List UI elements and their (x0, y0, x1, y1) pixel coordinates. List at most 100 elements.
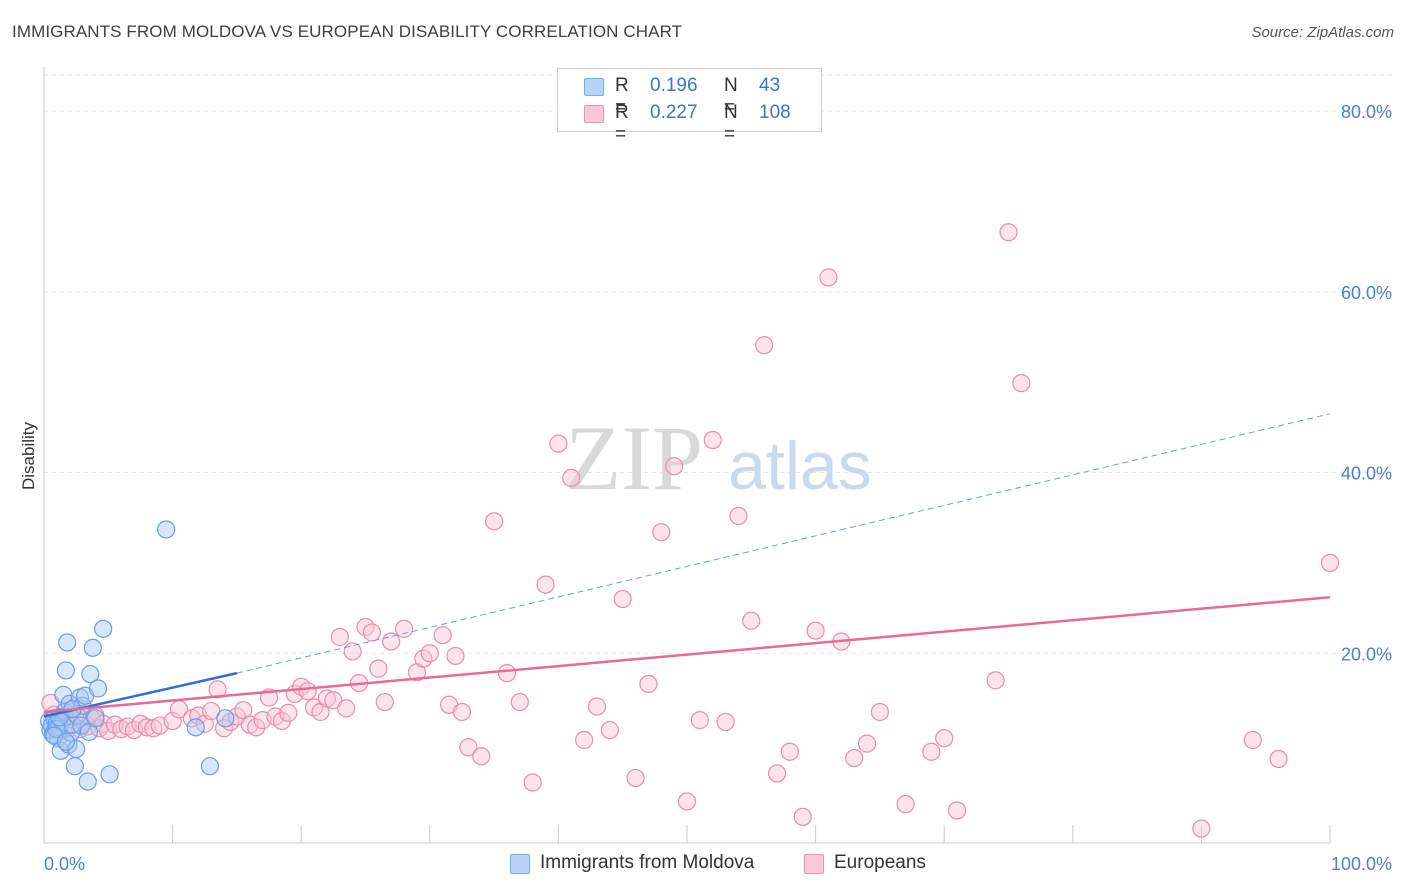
data-point (587, 697, 607, 716)
legend-r-value: 0.227 (650, 102, 698, 123)
data-point (433, 626, 452, 645)
data-point (247, 718, 266, 737)
data-point (806, 621, 825, 640)
data-point (56, 661, 75, 680)
data-point (88, 679, 108, 698)
data-point (626, 768, 645, 788)
data-point (986, 671, 1005, 690)
data-point (600, 720, 619, 740)
data-point (510, 692, 529, 712)
data-point (1243, 730, 1262, 750)
data-point (369, 659, 388, 678)
data-point (186, 718, 205, 737)
data-point (767, 764, 787, 783)
y-tick-label: 80.0% (1341, 102, 1392, 122)
data-point (1269, 749, 1288, 769)
legend-n-label: N = (724, 102, 738, 145)
y-tick-label: 60.0% (1341, 283, 1392, 303)
data-point (459, 738, 478, 757)
data-point (755, 336, 774, 355)
data-point (362, 623, 382, 642)
data-point (202, 701, 221, 721)
legend-r-label: R = (615, 75, 629, 118)
trend-lines (43, 413, 1331, 718)
legend-swatch-europeans (584, 105, 604, 123)
data-point (935, 729, 954, 748)
y-axis-label: Disability (19, 421, 38, 490)
watermark-zip: ZIP (565, 407, 703, 509)
data-point (485, 512, 504, 531)
watermark-atlas: atlas (728, 428, 872, 504)
bottom-legend-label-europeans: Europeans (834, 852, 926, 873)
legend-swatch-moldova (584, 78, 604, 96)
data-point (298, 682, 317, 701)
data-point (690, 711, 709, 730)
data-point (58, 633, 77, 652)
data-point (343, 642, 362, 661)
data-point (549, 434, 568, 453)
data-point (677, 792, 697, 811)
data-point (163, 711, 182, 731)
data-point (575, 730, 594, 750)
data-point (472, 747, 491, 766)
legend-r-label: R = (615, 102, 629, 145)
x-tick-label-left: 0.0% (44, 854, 85, 874)
data-point (279, 703, 298, 722)
data-point (317, 689, 337, 708)
data-point (613, 589, 632, 609)
legend-n-value: 43 (759, 75, 781, 96)
grid-lines (44, 74, 1392, 654)
data-point (200, 757, 219, 776)
chart-title: IMMIGRANTS FROM MOLDOVA VS EUROPEAN DISA… (12, 22, 683, 41)
data-point (793, 807, 812, 826)
data-point (523, 773, 542, 792)
data-point (845, 748, 864, 768)
source-label: Source: ZipAtlas.com (1251, 24, 1394, 41)
bottom-legend-swatch-europeans (804, 854, 824, 874)
data-point (56, 732, 75, 751)
data-point (729, 506, 748, 526)
data-point (78, 772, 97, 791)
bottom-legend-label-moldova: Immigrants from Moldova (540, 852, 755, 873)
data-point (896, 795, 915, 814)
data-point (999, 223, 1018, 242)
data-point (446, 646, 465, 666)
data-point (536, 575, 555, 594)
data-point (330, 627, 349, 647)
data-point (819, 268, 838, 287)
legend-n-value: 108 (759, 102, 791, 123)
data-point (665, 457, 684, 476)
data-point (208, 680, 227, 699)
legend-r-value: 0.196 (650, 75, 698, 96)
legend-n-label: N = (724, 75, 738, 118)
correlation-legend: R = 0.196 N = 43 R = 0.227 N = 108 (557, 68, 822, 145)
data-point (703, 430, 722, 450)
data-point (81, 664, 100, 684)
data-point (45, 726, 64, 745)
data-point (157, 520, 176, 539)
data-point (922, 742, 941, 761)
data-point (1320, 553, 1340, 573)
data-point (947, 801, 967, 820)
y-tick-label: 40.0% (1341, 464, 1392, 484)
data-point (780, 742, 799, 761)
data-point (65, 757, 84, 776)
data-point (337, 699, 356, 718)
data-points (40, 223, 1340, 838)
data-point (67, 739, 86, 759)
data-point (375, 692, 394, 712)
axis-labels: 20.0% 40.0% 60.0% 80.0% 0.0% 100.0% Disability (19, 102, 1392, 874)
data-point (497, 664, 517, 683)
y-tick-label: 20.0% (1341, 644, 1392, 664)
data-point (100, 765, 119, 784)
data-point (870, 702, 890, 722)
data-point (1192, 819, 1211, 838)
data-point (420, 644, 439, 663)
data-point (452, 702, 472, 722)
data-point (742, 611, 761, 630)
x-tick-label-right: 100.0% (1331, 854, 1392, 874)
trend-line-moldova-extension (236, 413, 1331, 674)
data-point (324, 691, 343, 710)
data-point (857, 734, 877, 753)
